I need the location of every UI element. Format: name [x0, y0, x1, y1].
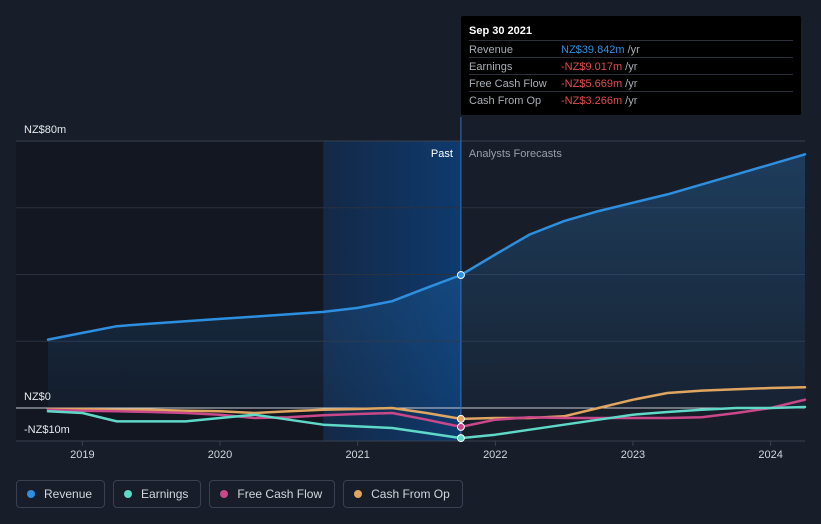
tooltip-value-number: -NZ$3.266m: [561, 95, 623, 107]
tooltip-row: Revenue NZ$39.842m/yr: [469, 40, 793, 58]
y-tick-label: NZ$80m: [24, 124, 66, 136]
tooltip-row: Earnings -NZ$9.017m/yr: [469, 57, 793, 75]
tooltip-row-label: Cash From Op: [469, 95, 542, 107]
legend-label: Free Cash Flow: [237, 487, 323, 501]
legend-dot-icon: [124, 490, 133, 498]
cash-from-op-line: [46, 386, 807, 421]
tooltip-value-unit: /yr: [625, 95, 638, 107]
tooltip-value-number: NZ$39.842m: [561, 44, 625, 56]
free-cash-flow-line: [46, 398, 807, 429]
x-tick-label: 2023: [621, 449, 645, 461]
legend-dot-icon: [220, 490, 229, 498]
tooltip-row-value: NZ$39.842m/yr: [561, 44, 640, 56]
tooltip-row-value: -NZ$3.266m/yr: [561, 95, 637, 107]
legend-item-free-cash-flow[interactable]: Free Cash Flow: [209, 480, 336, 508]
tooltip-row: Free Cash Flow -NZ$5.669m/yr: [469, 74, 793, 92]
tooltip-value-unit: /yr: [625, 78, 638, 90]
free-cash-flow-marker: [456, 422, 465, 431]
forecast-label: Analysts Forecasts: [469, 148, 562, 160]
tooltip-row-label: Free Cash Flow: [469, 78, 547, 90]
x-tick-label: 2024: [758, 449, 782, 461]
earnings-line: [46, 405, 807, 440]
tooltip-row-value: -NZ$5.669m/yr: [561, 78, 637, 90]
x-tick-label: 2022: [483, 449, 507, 461]
legend: Revenue Earnings Free Cash Flow Cash From O…: [16, 480, 463, 510]
x-tick-label: 2019: [70, 449, 94, 461]
revenue-marker: [456, 271, 465, 280]
tooltip-value-unit: /yr: [625, 61, 638, 73]
tooltip-value-number: -NZ$9.017m: [561, 61, 623, 73]
legend-item-earnings[interactable]: Earnings: [113, 480, 202, 508]
earnings-marker: [456, 434, 465, 443]
tooltip-row-label: Earnings: [469, 61, 513, 73]
legend-item-cash-from-op[interactable]: Cash From Op: [343, 480, 463, 508]
tooltip-row-label: Revenue: [469, 44, 514, 56]
tooltip-value-number: -NZ$5.669m: [561, 78, 623, 90]
y-tick-label: NZ$0: [24, 391, 51, 403]
tooltip-value-unit: /yr: [627, 44, 640, 56]
y-tick-label: -NZ$10m: [24, 424, 70, 436]
tooltip-date: Sep 30 2021: [469, 25, 532, 37]
x-tick-label: 2021: [345, 449, 369, 461]
x-tick-label: 2020: [208, 449, 232, 461]
tooltip-row-value: -NZ$9.017m/yr: [561, 61, 637, 73]
legend-dot-icon: [354, 490, 363, 498]
revenue-line: [46, 153, 807, 341]
tooltip: Sep 30 2021 Revenue NZ$39.842m/yr Earnings…: [461, 16, 801, 115]
tooltip-row: Cash From Op -NZ$3.266m/yr: [469, 91, 793, 109]
revenue-area: [48, 154, 805, 408]
legend-item-revenue[interactable]: Revenue: [16, 480, 106, 508]
legend-label: Earnings: [141, 487, 189, 501]
legend-dot-icon: [27, 490, 35, 498]
legend-label: Cash From Op: [371, 487, 450, 501]
cash-from-op-marker: [456, 414, 465, 423]
legend-label: Revenue: [44, 487, 93, 501]
past-label: Past: [431, 148, 453, 160]
